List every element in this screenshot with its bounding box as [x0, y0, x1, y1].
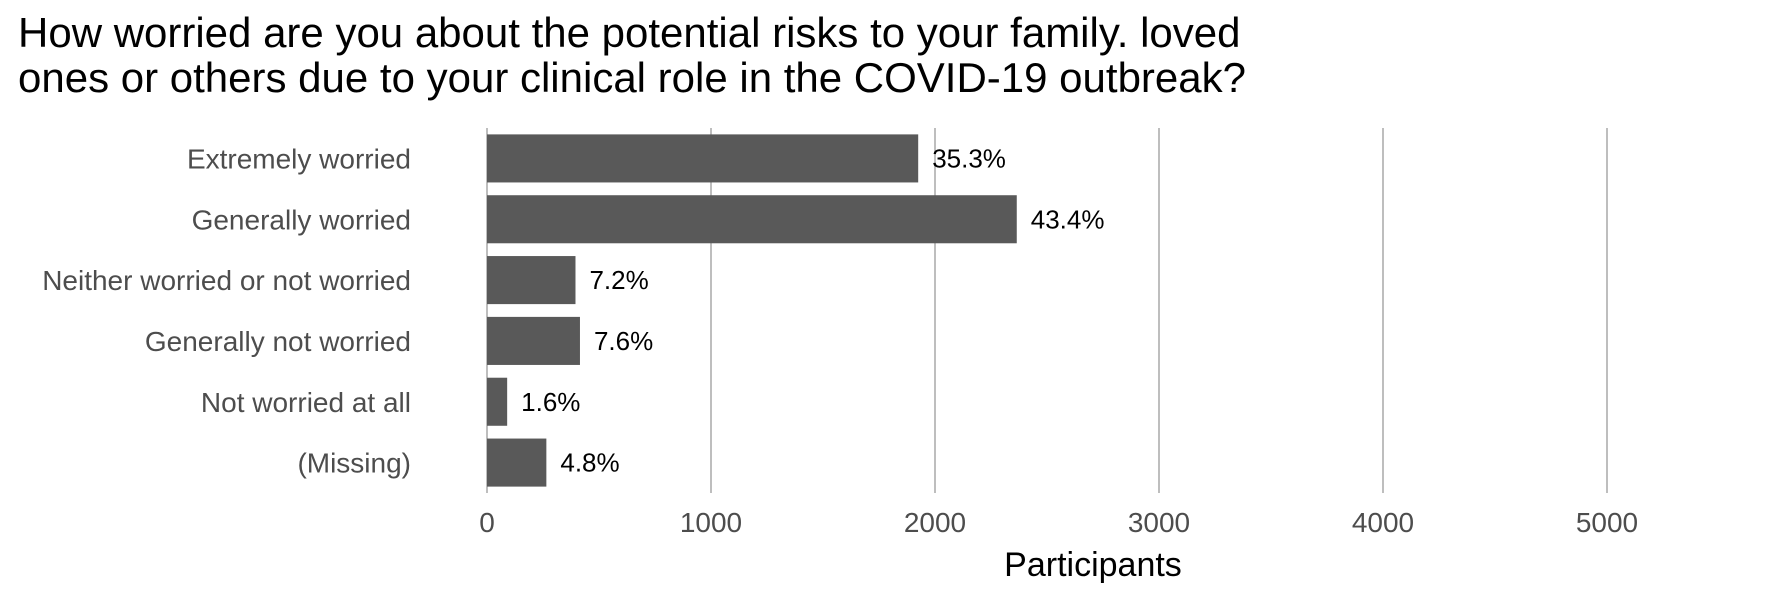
category-label: Generally not worried — [145, 326, 411, 357]
chart-title-line-2: ones or others due to your clinical role… — [18, 54, 1246, 101]
data-label: 7.6% — [594, 326, 653, 356]
category-label: Not worried at all — [201, 387, 411, 418]
x-tick-labels: 0 1000 2000 3000 4000 5000 — [479, 507, 1638, 538]
category-label: Neither worried or not worried — [42, 265, 411, 296]
category-labels: Extremely worried Generally worried Neithe… — [42, 143, 411, 478]
data-label: 7.2% — [589, 265, 648, 295]
bar — [487, 377, 508, 426]
category-label: Generally worried — [192, 204, 411, 235]
data-label: 4.8% — [560, 448, 619, 478]
x-tick-label: 1000 — [680, 507, 742, 538]
bar — [487, 438, 547, 487]
data-label: 35.3% — [932, 143, 1006, 173]
bar — [487, 195, 1017, 244]
chart-title-line-1: How worried are you about the potential … — [18, 9, 1240, 56]
data-label: 43.4% — [1031, 204, 1105, 234]
category-label: Extremely worried — [187, 143, 411, 174]
category-label: (Missing) — [297, 448, 411, 479]
x-tick-label: 4000 — [1352, 507, 1414, 538]
data-labels: 35.3% 43.4% 7.2% 7.6% 1.6% 4.8% — [521, 143, 1104, 477]
x-tick-label: 3000 — [1128, 507, 1190, 538]
bar — [487, 134, 919, 183]
bars — [487, 134, 1017, 487]
bar — [487, 256, 576, 305]
bar — [487, 316, 580, 365]
chart-title: How worried are you about the potential … — [18, 9, 1246, 101]
x-axis-title: Participants — [1004, 546, 1182, 584]
data-label: 1.6% — [521, 387, 580, 417]
x-tick-label: 0 — [479, 507, 495, 538]
x-tick-label: 5000 — [1576, 507, 1638, 538]
x-tick-label: 2000 — [904, 507, 966, 538]
gridlines — [486, 128, 1608, 493]
